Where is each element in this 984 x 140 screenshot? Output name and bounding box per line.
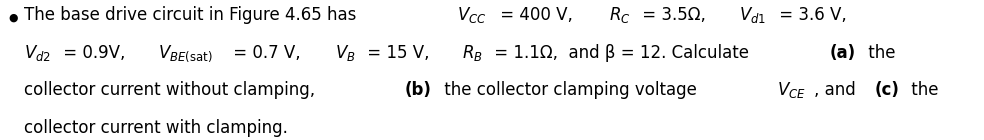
Text: = 0.9V,: = 0.9V, — [58, 44, 136, 62]
Text: the: the — [863, 44, 895, 62]
Text: $R_C$: $R_C$ — [609, 5, 631, 25]
Text: the: the — [906, 81, 939, 99]
Text: $R_B$: $R_B$ — [461, 43, 483, 63]
Text: collector current without clamping,: collector current without clamping, — [24, 81, 320, 99]
Text: collector current with clamping.: collector current with clamping. — [24, 119, 287, 136]
Text: $V_B$: $V_B$ — [336, 43, 356, 63]
Text: , and: , and — [814, 81, 861, 99]
Text: $V_{d2}$: $V_{d2}$ — [24, 43, 50, 63]
Text: = 3.6 V,: = 3.6 V, — [773, 6, 846, 24]
Text: the collector clamping voltage: the collector clamping voltage — [439, 81, 703, 99]
Text: = 0.7 V,: = 0.7 V, — [228, 44, 312, 62]
Text: $V_{CC}$: $V_{CC}$ — [458, 5, 487, 25]
Text: The base drive circuit in Figure 4.65 has: The base drive circuit in Figure 4.65 ha… — [24, 6, 361, 24]
Text: (a): (a) — [830, 44, 856, 62]
Text: = 400 V,: = 400 V, — [495, 6, 584, 24]
Text: $V_{BE(\mathrm{sat})}$: $V_{BE(\mathrm{sat})}$ — [158, 43, 213, 64]
Text: = 15 V,: = 15 V, — [362, 44, 440, 62]
Text: ●: ● — [8, 12, 18, 22]
Text: $V_{d1}$: $V_{d1}$ — [739, 5, 766, 25]
Text: = 1.1Ω,  and β = 12. Calculate: = 1.1Ω, and β = 12. Calculate — [489, 44, 754, 62]
Text: $V_{CE}$: $V_{CE}$ — [777, 80, 806, 100]
Text: = 3.5Ω,: = 3.5Ω, — [637, 6, 716, 24]
Text: (c): (c) — [875, 81, 899, 99]
Text: (b): (b) — [404, 81, 431, 99]
